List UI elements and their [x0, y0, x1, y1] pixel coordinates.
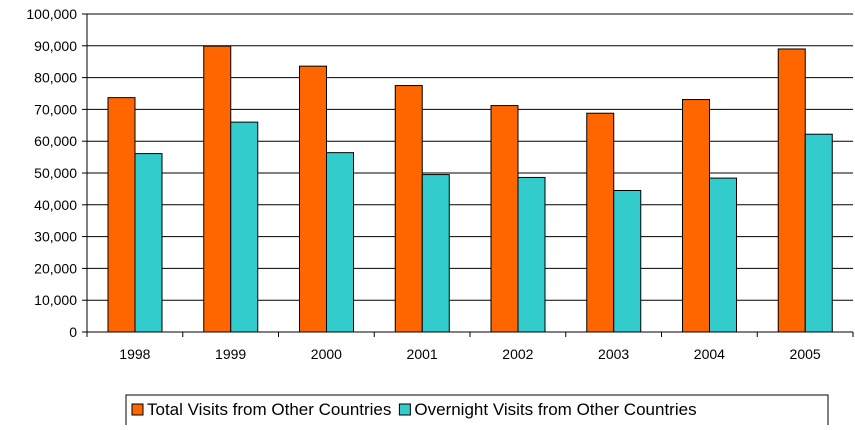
bar-overnight-visits	[230, 121, 259, 333]
legend-label: Total Visits from Other Countries	[147, 400, 391, 419]
x-tick-label: 2003	[598, 346, 629, 362]
bar-overnight-visits	[804, 133, 833, 333]
legend-swatch	[131, 403, 144, 416]
bar-total-visits	[586, 112, 615, 333]
y-tick-label: 10,000	[34, 292, 77, 308]
bar-total-visits	[490, 105, 519, 333]
legend: Total Visits from Other Countries Overnig…	[125, 394, 829, 428]
y-tick-label: 100,000	[26, 6, 77, 22]
legend-swatch	[398, 403, 411, 416]
bar-overnight-visits	[134, 153, 163, 333]
y-tick-label: 0	[69, 324, 77, 340]
y-tick-label: 30,000	[34, 229, 77, 245]
y-tick-label: 90,000	[34, 38, 77, 54]
bar-total-visits	[394, 85, 423, 333]
gridlines	[87, 13, 853, 301]
legend-box	[125, 394, 829, 428]
bar-overnight-visits	[421, 174, 450, 333]
x-tick-label: 2000	[311, 346, 342, 362]
legend-label: Overnight Visits from Other Countries	[414, 400, 696, 419]
bar-total-visits	[203, 45, 232, 333]
y-tick-label: 70,000	[34, 101, 77, 117]
bar-total-visits	[682, 99, 710, 333]
y-tick-label: 60,000	[34, 133, 77, 149]
bar-overnight-visits	[326, 152, 354, 333]
axes: 0 10,000 20,000 30,000 40,000 50,000 60,000 70,…	[26, 6, 854, 362]
x-tick-label: 1999	[215, 346, 246, 362]
y-tick-label: 20,000	[34, 260, 77, 276]
bar-total-visits	[777, 48, 806, 333]
bar-overnight-visits	[613, 189, 642, 333]
x-tick-label: 1998	[119, 346, 150, 362]
y-tick-label: 80,000	[34, 70, 77, 86]
x-tick-label: 2005	[790, 346, 821, 362]
y-tick-label: 40,000	[34, 197, 77, 213]
bar-total-visits	[107, 97, 136, 333]
x-tick-label: 2002	[502, 346, 533, 362]
bar-overnight-visits	[517, 176, 546, 333]
bar-total-visits	[299, 65, 327, 333]
x-tick-label: 2004	[694, 346, 725, 362]
bar-overnight-visits	[709, 177, 737, 333]
y-tick-label: 50,000	[34, 165, 77, 181]
bars	[107, 45, 833, 333]
x-tick-label: 2001	[407, 346, 438, 362]
